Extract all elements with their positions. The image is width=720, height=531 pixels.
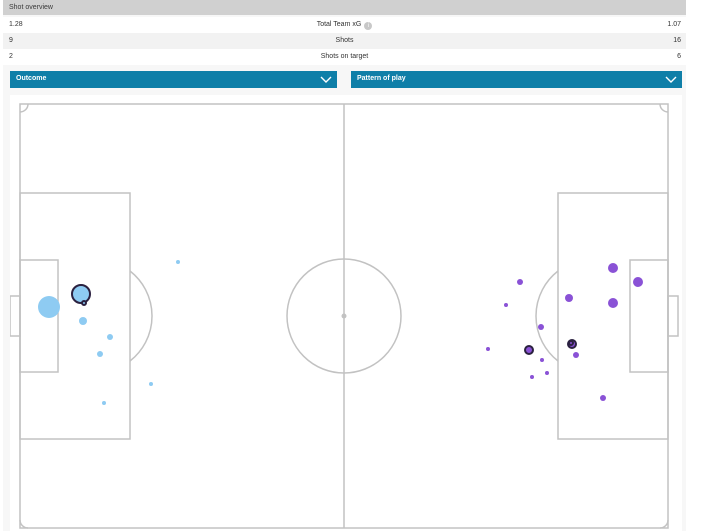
away-shot-marker[interactable] [545, 371, 549, 375]
home-shot-marker[interactable] [81, 300, 87, 306]
right-penalty-arc [535, 270, 559, 362]
stat-label-wrap: Total Team xG i [3, 21, 686, 30]
panel-header: Shot overview [3, 0, 686, 15]
away-shot-marker[interactable] [608, 298, 618, 308]
away-shots: 16 [673, 37, 681, 44]
away-shot-marker[interactable] [540, 358, 544, 362]
stat-row-shots-on-target: 2 Shots on target 6 [3, 49, 686, 65]
outcome-dropdown[interactable]: Outcome [10, 71, 337, 88]
stat-label-shots-on-target: Shots on target [320, 53, 369, 60]
stat-row-total-xg: 1.28 Total Team xG i 1.07 [3, 17, 686, 33]
centre-circle [286, 258, 402, 374]
away-shot-marker[interactable] [573, 352, 579, 358]
stat-label-total-xg: Total Team xG [316, 21, 362, 28]
pattern-of-play-dropdown[interactable]: Pattern of play [351, 71, 682, 88]
corner-arc [19, 519, 29, 529]
shot-map [10, 95, 682, 531]
stat-label-shots: Shots [335, 37, 354, 44]
home-shot-marker[interactable] [71, 284, 91, 304]
pattern-dropdown-label: Pattern of play [357, 75, 406, 82]
right-goal [667, 295, 679, 337]
home-shot-marker[interactable] [79, 317, 87, 325]
centre-spot [341, 313, 347, 319]
away-shot-marker[interactable] [633, 277, 643, 287]
pitch-lines [10, 103, 679, 529]
left-goal [10, 295, 21, 337]
right-penalty-area [557, 192, 669, 440]
chevron-down-icon [320, 76, 332, 83]
away-shot-marker[interactable] [608, 263, 618, 273]
left-penalty-area [19, 192, 131, 440]
away-shot-marker[interactable] [565, 294, 573, 302]
home-shot-marker[interactable] [149, 382, 153, 386]
home-total-xg: 1.28 [9, 21, 23, 28]
away-shot-marker[interactable] [538, 324, 544, 330]
left-penalty-arc [129, 270, 153, 362]
away-shot-marker[interactable] [517, 279, 523, 285]
corner-arc [659, 103, 669, 113]
away-shot-marker[interactable] [530, 375, 534, 379]
pitch [10, 103, 679, 529]
home-shot-marker[interactable] [176, 260, 180, 264]
home-shot-marker[interactable] [102, 401, 106, 405]
chevron-down-icon [665, 76, 677, 83]
home-shots-on-target: 2 [9, 53, 13, 60]
away-shots-on-target: 6 [677, 53, 681, 60]
away-shot-marker[interactable] [568, 340, 574, 346]
home-shot-marker[interactable] [38, 296, 60, 318]
away-shot-marker[interactable] [600, 395, 606, 401]
stat-row-shots: 9 Shots 16 [3, 33, 686, 49]
away-shot-marker[interactable] [524, 345, 534, 355]
info-icon[interactable]: i [364, 22, 373, 30]
away-shot-marker[interactable] [504, 303, 508, 307]
home-shot-marker[interactable] [97, 351, 103, 357]
away-total-xg: 1.07 [667, 21, 681, 28]
panel-title: Shot overview [9, 4, 53, 11]
home-shot-marker[interactable] [107, 334, 113, 340]
shots-layer [38, 260, 643, 405]
home-shots: 9 [9, 37, 13, 44]
outcome-dropdown-label: Outcome [16, 75, 47, 82]
right-six-yard-box [629, 259, 669, 373]
corner-arc [659, 519, 669, 529]
corner-arc [19, 103, 29, 113]
away-shot-marker[interactable] [486, 347, 490, 351]
